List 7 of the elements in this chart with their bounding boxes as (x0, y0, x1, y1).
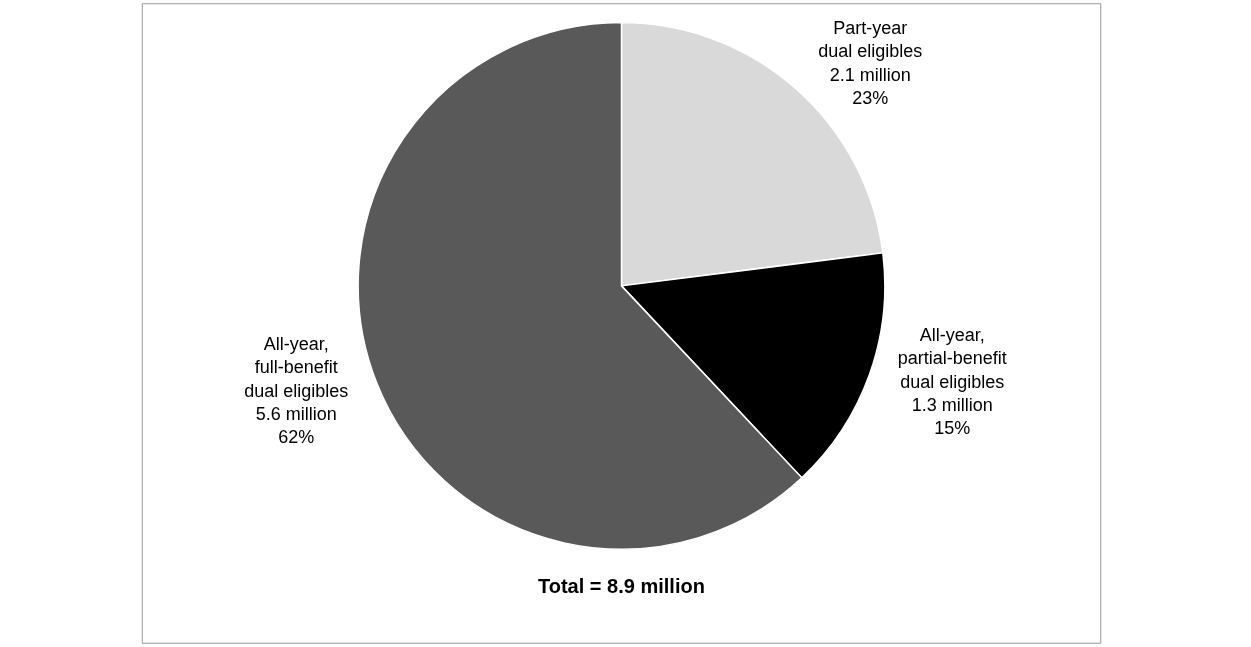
slice-label: Part-year dual eligibles 2.1 million (818, 17, 923, 85)
data-label: 23% (852, 88, 889, 109)
data-label: 62% (278, 427, 315, 448)
data-label: 15% (934, 418, 971, 439)
text: Total = 8.9 million (538, 575, 705, 597)
slice-label: All-year, full-benefit dual eligibles 5.6 million (244, 333, 349, 424)
slice-label: All-year, partial-benefit dual eligibles 1.3 million (897, 324, 1007, 415)
